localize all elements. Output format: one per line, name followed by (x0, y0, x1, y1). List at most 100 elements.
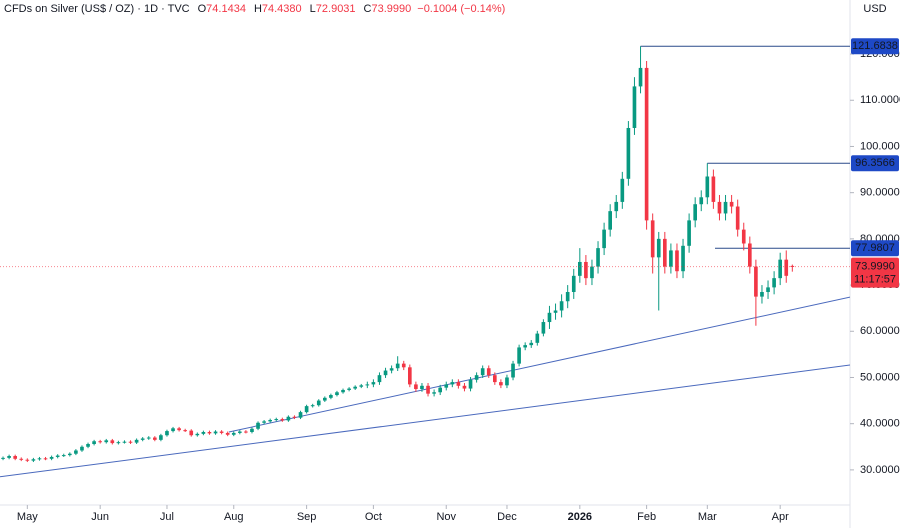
candle-body (244, 431, 248, 433)
candle-body (529, 342, 534, 346)
change: −0.1004 (−0.14%) (417, 3, 505, 15)
level-label: 96.3566 (855, 157, 895, 169)
candle-body (159, 435, 163, 440)
x-tick-label: Sep (297, 511, 317, 523)
candle-body (711, 176, 716, 202)
candle-body (365, 384, 370, 386)
candle-body (408, 367, 412, 385)
candle-body (663, 238, 667, 267)
candle-body (620, 178, 625, 202)
candle-body (134, 439, 139, 443)
x-tick-label: Aug (224, 511, 244, 523)
candle-body (784, 259, 789, 276)
header-title: CFDs on Silver (US$ / OZ) · 1D · TVC (4, 3, 190, 15)
candle-body (201, 431, 206, 434)
candle-body (146, 437, 151, 439)
candle-body (559, 301, 564, 311)
candle-body (353, 386, 357, 389)
candle-body (499, 382, 503, 386)
candle-body (438, 387, 442, 393)
candle-body (468, 379, 473, 389)
candle-body (153, 437, 157, 440)
candle-body (128, 441, 133, 443)
candle-body (256, 422, 260, 429)
candle-body (7, 456, 11, 458)
candle-body (110, 440, 115, 444)
candle-body (286, 416, 291, 421)
candle-body (25, 459, 30, 461)
candle-body (292, 416, 297, 418)
candle-body (772, 278, 776, 288)
candle-body (535, 333, 540, 343)
candle-body (335, 392, 339, 396)
candle-body (735, 206, 740, 230)
candle-body (748, 243, 752, 267)
plot-area (0, 45, 850, 478)
candle-body (474, 375, 479, 380)
candle-body (426, 385, 430, 394)
candle-body (238, 431, 242, 433)
level-label: 77.9807 (855, 242, 895, 254)
ohlc-label: C (364, 3, 372, 15)
candle-body (274, 419, 279, 421)
candle-body (754, 266, 758, 297)
y-tick-label: 60.0000 (860, 325, 900, 337)
header: CFDs on Silver (US$ / OZ) · 1D · TVC O 74.… (4, 3, 505, 15)
candle-body (493, 375, 497, 383)
candle-body (68, 453, 72, 456)
candle-body (699, 197, 704, 205)
candle-body (760, 292, 764, 297)
candle-body (395, 363, 400, 369)
candle-body (31, 459, 36, 461)
candle-body (323, 397, 327, 401)
last-price-label: 73.9990 (855, 261, 895, 273)
candle-body (656, 238, 661, 258)
ohlc-label: L (310, 3, 316, 15)
candle-body (13, 456, 17, 459)
candle-body (584, 261, 588, 279)
candle-body (98, 441, 102, 443)
candle-body (49, 456, 54, 459)
candle-body (687, 220, 691, 246)
candle-body (456, 382, 461, 386)
candle-body (250, 428, 254, 432)
candle-body (225, 432, 230, 435)
candle-body (571, 275, 576, 293)
candle-body (632, 86, 637, 128)
candle-body (80, 446, 84, 451)
level-box (851, 240, 899, 257)
ohlc-value: 74.4380 (262, 3, 302, 15)
candle-body (462, 385, 467, 389)
candle-body (61, 455, 66, 457)
candle-body (183, 430, 187, 432)
candle-body (189, 430, 194, 436)
ohlc-label: O (198, 3, 207, 15)
candle-body (195, 433, 200, 436)
candle-body (517, 347, 521, 364)
candle-body (165, 431, 169, 436)
candle-body (596, 248, 600, 267)
candle-body (420, 385, 424, 390)
candle-body (486, 368, 491, 376)
candle-body (329, 395, 333, 398)
candle-body (298, 412, 303, 418)
currency: USD (863, 3, 886, 15)
candle-body (432, 392, 436, 394)
candle-body (262, 421, 266, 423)
candle-body (626, 127, 631, 179)
candle-body (681, 245, 685, 272)
candle-body (177, 428, 181, 431)
y-tick-label: 40.0000 (860, 418, 900, 430)
candle-body (444, 384, 449, 388)
candle-body (213, 431, 218, 434)
candle-body (565, 292, 570, 302)
candle-body (766, 287, 770, 293)
candle-body (74, 450, 78, 454)
candle-body (55, 455, 60, 457)
ohlc-value: 72.9031 (316, 3, 356, 15)
candle-body (122, 441, 127, 443)
candle-body (717, 201, 722, 214)
candle-body (310, 405, 315, 407)
candle-body (347, 388, 351, 390)
